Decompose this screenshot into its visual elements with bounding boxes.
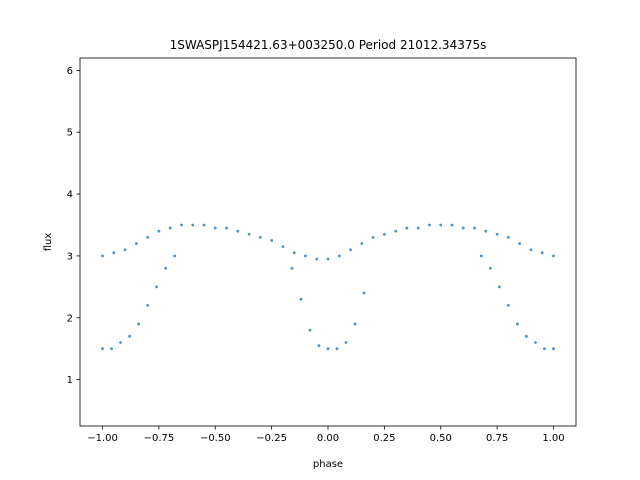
data-point xyxy=(405,226,409,230)
data-point xyxy=(128,334,132,338)
data-point xyxy=(146,235,150,239)
data-point xyxy=(299,297,303,301)
data-point xyxy=(123,248,127,252)
data-point xyxy=(382,232,386,236)
data-point xyxy=(349,248,352,252)
data-point xyxy=(155,285,159,289)
x-tick-label: 0.00 xyxy=(317,433,339,444)
data-point xyxy=(337,254,341,258)
data-point xyxy=(515,322,519,326)
data-point xyxy=(479,254,483,258)
data-point xyxy=(110,347,113,351)
data-point xyxy=(518,242,522,245)
data-point xyxy=(191,223,195,227)
data-point xyxy=(326,257,330,261)
data-point xyxy=(488,266,492,270)
data-point xyxy=(497,285,501,289)
y-axis-label: flux xyxy=(43,233,54,252)
x-tick-label: −0.75 xyxy=(144,433,175,444)
x-tick-label: −1.00 xyxy=(87,433,118,444)
data-point xyxy=(450,223,454,227)
data-point xyxy=(134,242,138,245)
x-tick-label: 0.75 xyxy=(486,433,508,444)
data-point xyxy=(506,235,510,239)
data-point xyxy=(247,232,251,236)
x-tick-label: 1.00 xyxy=(542,433,564,444)
data-point xyxy=(473,226,476,230)
x-axis: −1.00 −0.75 −0.50 −0.25 0.00 0.25 0.50 0.75 1.00 xyxy=(87,426,565,444)
data-point xyxy=(439,223,443,227)
data-point xyxy=(428,223,431,227)
y-tick-label: 1 xyxy=(67,375,73,386)
data-point xyxy=(360,242,364,245)
x-axis-label: phase xyxy=(313,459,343,470)
data-point xyxy=(281,245,285,249)
data-point xyxy=(552,347,555,351)
data-point xyxy=(270,239,274,242)
data-point xyxy=(119,341,122,344)
data-point xyxy=(540,251,544,255)
x-tick-label: 0.50 xyxy=(430,433,452,444)
data-point xyxy=(202,223,206,227)
data-point xyxy=(506,303,510,307)
data-point xyxy=(112,251,116,255)
data-point xyxy=(180,223,183,227)
data-point xyxy=(552,254,555,258)
data-point xyxy=(292,251,296,255)
data-point xyxy=(326,347,330,351)
data-point xyxy=(236,229,240,233)
data-point xyxy=(416,226,420,230)
data-point xyxy=(315,257,319,261)
data-point xyxy=(157,229,161,233)
data-point xyxy=(484,229,488,233)
y-tick-label: 4 xyxy=(67,190,73,201)
data-point xyxy=(534,341,537,344)
data-point xyxy=(353,322,357,326)
data-point xyxy=(290,266,294,270)
y-tick-label: 3 xyxy=(67,251,73,262)
x-tick-label: 0.25 xyxy=(373,433,395,444)
data-point xyxy=(529,248,533,252)
y-tick-label: 6 xyxy=(67,66,73,77)
y-axis: 1 2 3 4 5 6 xyxy=(67,66,80,386)
x-tick-label: −0.50 xyxy=(200,433,231,444)
data-point xyxy=(543,347,546,351)
data-point xyxy=(146,303,150,307)
data-points xyxy=(101,223,555,351)
data-point xyxy=(362,291,366,295)
x-tick-label: −0.25 xyxy=(256,433,287,444)
data-point xyxy=(461,226,465,230)
data-point xyxy=(173,254,177,258)
data-point xyxy=(164,266,168,270)
data-point xyxy=(335,347,339,351)
data-point xyxy=(101,254,104,258)
data-point xyxy=(317,344,321,347)
data-point xyxy=(101,347,104,351)
data-point xyxy=(137,322,141,326)
y-tick-label: 2 xyxy=(67,313,73,324)
data-point xyxy=(213,226,217,230)
data-point xyxy=(225,226,228,230)
data-point xyxy=(394,229,398,233)
data-point xyxy=(258,235,262,239)
data-point xyxy=(168,226,172,230)
data-point xyxy=(304,254,307,258)
data-point xyxy=(344,341,348,344)
data-point xyxy=(495,232,499,236)
chart-title: 1SWASPJ154421.63+003250.0 Period 21012.3… xyxy=(170,38,487,52)
y-tick-label: 5 xyxy=(67,128,73,139)
data-point xyxy=(525,334,528,338)
data-point xyxy=(308,328,312,332)
data-point xyxy=(371,235,375,239)
